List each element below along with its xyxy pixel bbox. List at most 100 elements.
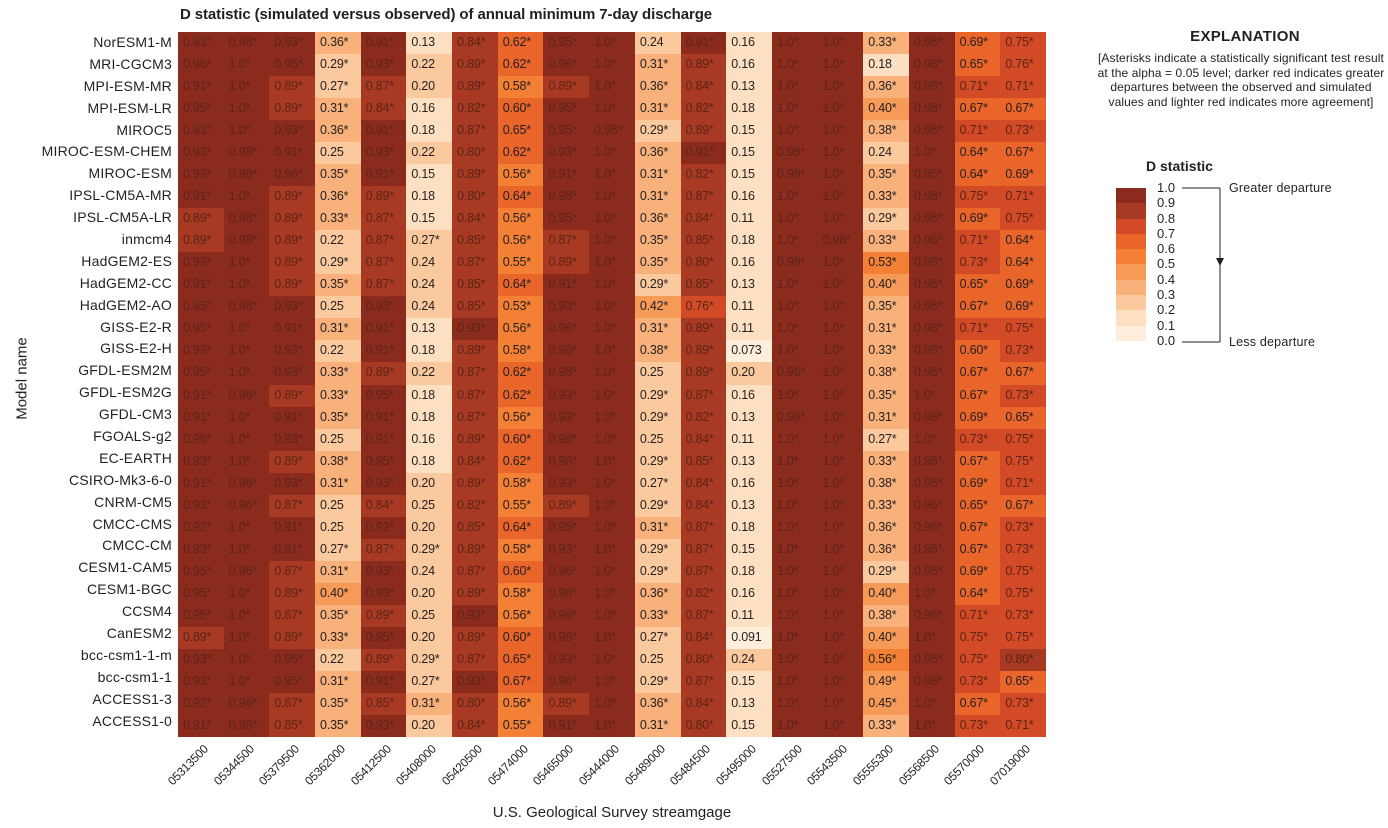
heatmap-cell: 0.25 xyxy=(315,494,361,517)
heatmap-cell: 0.82* xyxy=(452,98,498,121)
heatmap-cell: 0.95* xyxy=(178,98,224,121)
heatmap-cell: 0.87* xyxy=(360,230,407,253)
heatmap-cell: 0.80* xyxy=(680,648,727,671)
colorbar-title: D statistic xyxy=(1146,158,1213,174)
heatmap-cell: 0.93* xyxy=(178,670,224,693)
heatmap-cell: 0.33* xyxy=(863,186,909,209)
heatmap-cell: 0.98* xyxy=(223,142,270,165)
heatmap-cell: 1.0* xyxy=(771,340,818,363)
heatmap-cell: 0.91* xyxy=(360,120,407,143)
chart-title: D statistic (simulated versus observed) … xyxy=(180,6,713,23)
heatmap-cell: 0.93* xyxy=(543,472,590,495)
heatmap-cell: 0.35* xyxy=(315,604,361,627)
heatmap-cell: 0.87* xyxy=(269,604,316,627)
heatmap-cell: 0.89* xyxy=(269,76,316,99)
colorbar-swatch xyxy=(1116,295,1146,311)
heatmap-cell: 0.93* xyxy=(360,714,407,737)
heatmap-cell: 0.98* xyxy=(908,208,955,231)
heatmap-cell: 0.87* xyxy=(452,560,498,583)
heatmap-cell: 0.69* xyxy=(1000,274,1046,297)
heatmap-cell: 0.87* xyxy=(452,362,498,385)
heatmap-cell: 1.0* xyxy=(223,538,270,561)
heatmap-cell: 0.36* xyxy=(634,692,681,715)
heatmap-cell: 0.71* xyxy=(1000,186,1046,209)
heatmap-cell: 0.93* xyxy=(178,692,224,715)
heatmap-cell: 0.93* xyxy=(178,516,224,539)
heatmap-cell: 0.36* xyxy=(315,32,361,55)
heatmap-cell: 0.95* xyxy=(178,560,224,583)
heatmap-cell: 0.62* xyxy=(497,54,544,77)
heatmap-cell: 0.18 xyxy=(406,406,453,429)
heatmap-cell: 1.0* xyxy=(817,186,864,209)
heatmap-cell: 0.13 xyxy=(726,494,772,517)
heatmap-cell: 0.67* xyxy=(954,296,1001,319)
heatmap-cell: 0.91* xyxy=(360,406,407,429)
heatmap-cell: 0.40* xyxy=(863,274,909,297)
heatmap-cell: 0.96* xyxy=(908,230,955,253)
heatmap-cell: 1.0* xyxy=(771,670,818,693)
heatmap-cell: 0.38* xyxy=(863,604,909,627)
heatmap-cell: 0.84* xyxy=(452,450,498,473)
heatmap-cell: 0.91* xyxy=(269,142,316,165)
heatmap-cell: 1.0* xyxy=(771,54,818,77)
heatmap-cell: 1.0* xyxy=(908,142,955,165)
heatmap-cell: 0.27* xyxy=(863,428,909,451)
heatmap-cell: 0.89* xyxy=(360,648,407,671)
heatmap-cell: 0.98* xyxy=(223,472,270,495)
heatmap-cell: 0.33* xyxy=(863,32,909,55)
y-tick-label: CMCC-CM xyxy=(102,537,172,554)
heatmap-cell: 0.73* xyxy=(954,428,1001,451)
y-tick-label: bcc-csm1-1-m xyxy=(80,646,172,663)
colorbar-tick-label: 0.5 xyxy=(1157,256,1176,272)
heatmap-cell: 0.13 xyxy=(726,76,772,99)
heatmap-cell: 0.18 xyxy=(406,450,453,473)
heatmap-cell: 0.89* xyxy=(178,626,224,649)
heatmap-cell: 0.98* xyxy=(223,208,270,231)
y-tick-label: CCSM4 xyxy=(121,603,172,620)
heatmap-cell: 1.0* xyxy=(817,32,864,55)
heatmap-cell: 0.93* xyxy=(543,538,590,561)
heatmap-cell: 0.73* xyxy=(1000,604,1046,627)
heatmap-cell: 0.36* xyxy=(634,142,681,165)
heatmap-cell: 0.84* xyxy=(680,494,727,517)
heatmap-cell: 0.93* xyxy=(178,32,224,55)
heatmap-cell: 0.75* xyxy=(1000,32,1046,55)
heatmap-cell: 1.0* xyxy=(817,428,864,451)
heatmap-cell: 0.91* xyxy=(543,714,590,737)
colorbar-swatch xyxy=(1116,279,1146,296)
heatmap-cell: 0.35* xyxy=(315,714,361,737)
heatmap-cell: 0.87* xyxy=(360,538,407,561)
heatmap-cell: 1.0* xyxy=(771,560,818,583)
heatmap-cell: 1.0* xyxy=(589,714,635,737)
y-axis-labels: NorESM1-M MRI-CGCM3 MPI-ESM-MR MPI-ESM-LR MI… xyxy=(0,32,172,733)
heatmap-cell: 0.96* xyxy=(543,54,590,77)
heatmap-cell: 1.0* xyxy=(589,252,635,275)
heatmap-cell: 0.96* xyxy=(908,494,955,517)
heatmap-cell: 0.87* xyxy=(269,494,316,517)
heatmap-cell: 0.36* xyxy=(634,76,681,99)
heatmap-cell: 0.96* xyxy=(908,274,955,297)
heatmap-cell: 1.0* xyxy=(817,538,864,561)
heatmap-cell: 1.0* xyxy=(589,32,635,55)
heatmap-cell: 0.25 xyxy=(315,296,361,319)
heatmap-cell: 0.22 xyxy=(315,230,361,253)
heatmap-cell: 0.95* xyxy=(543,516,590,539)
heatmap-cell: 0.95* xyxy=(360,450,407,473)
x-axis-labels: 05313500 05344500 05379500 05362000 05412500… xyxy=(165,742,1046,802)
heatmap-cell: 1.0* xyxy=(223,648,270,671)
heatmap-cell: 0.56* xyxy=(497,692,544,715)
heatmap-cell: 1.0* xyxy=(771,318,818,341)
heatmap-cell: 1.0* xyxy=(589,406,635,429)
heatmap-cell: 0.64* xyxy=(497,186,544,209)
heatmap-cell: 0.24 xyxy=(406,274,453,297)
heatmap-cell: 0.75* xyxy=(1000,318,1046,341)
y-tick-label: MPI-ESM-MR xyxy=(83,77,172,94)
heatmap-cell: 0.31* xyxy=(634,98,681,121)
colorbar-tick-label: 0.2 xyxy=(1157,302,1176,318)
heatmap-cell: 0.85* xyxy=(680,450,727,473)
heatmap-cell: 0.87* xyxy=(680,516,727,539)
heatmap-cell: 0.89* xyxy=(452,582,498,605)
heatmap-cell: 0.75* xyxy=(954,626,1001,649)
colorbar-swatch xyxy=(1116,233,1146,250)
heatmap-cell: 1.0* xyxy=(589,516,635,539)
